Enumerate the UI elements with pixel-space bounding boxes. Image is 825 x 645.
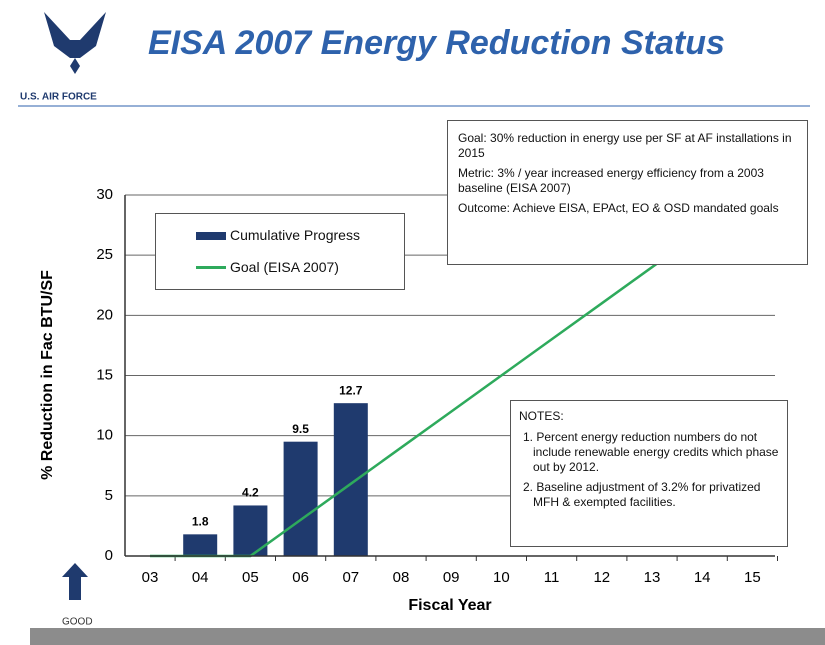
x-tick-label: 06 [292,569,309,586]
legend-label: Cumulative Progress [230,227,360,243]
goal-text: Metric: 3% / year increased energy effic… [458,166,764,195]
legend-label: Goal (EISA 2007) [230,259,339,275]
bar [333,403,368,556]
y-tick-label: 5 [105,487,113,504]
goal-text: Goal: 30% reduction in energy use per SF… [458,131,792,160]
legend-entry: Cumulative Progress [196,228,360,243]
bar [283,441,318,556]
bar-value-label: 1.8 [192,515,209,529]
legend: Cumulative Progress Goal (EISA 2007) [155,213,405,290]
y-tick-label: 25 [96,246,113,263]
bar [183,534,218,556]
goal-box: Goal: 30% reduction in energy use per SF… [447,120,808,265]
x-tick-label: 11 [544,569,560,586]
legend-entry: Goal (EISA 2007) [196,260,339,275]
x-axis-label: Fiscal Year [408,597,491,614]
y-tick-label: 20 [96,306,113,323]
bar-value-label: 4.2 [242,486,259,500]
legend-swatch [196,231,226,240]
note-item: 1. Percent energy reduction numbers do n… [523,430,779,474]
slide-title: EISA 2007 Energy Reduction Status [148,24,725,62]
y-axis-label: % Reduction in Fac BTU/SF [39,270,56,480]
x-tick-label: 12 [593,569,610,586]
note-item: 2. Baseline adjustment of 3.2% for priva… [523,480,761,509]
good-label: GOOD [62,617,93,628]
y-tick-label: 15 [96,366,113,383]
x-tick-label: 03 [142,569,159,586]
goal-text: Outcome: Achieve EISA, EPAct, EO & OSD m… [458,201,779,215]
x-tick-label: 15 [744,569,761,586]
notes-box: NOTES: 1. Percent energy reduction number… [510,400,788,547]
x-tick-label: 08 [393,569,410,586]
notes-title: NOTES: [519,409,564,423]
x-tick-label: 07 [342,569,359,586]
x-tick-label: 04 [192,569,209,586]
organization: U.S. AIR FORCE [20,92,97,103]
good-arrow [62,563,88,600]
x-tick-label: 14 [694,569,711,586]
bar-value-label: 12.7 [339,383,363,397]
x-tick-label: 05 [242,569,259,586]
x-tick-label: 13 [644,569,661,586]
y-tick-label: 0 [105,547,113,564]
y-tick-label: 30 [96,186,113,203]
y-tick-label: 10 [96,427,113,444]
bar-value-label: 9.5 [292,422,309,436]
logo [44,12,106,74]
x-tick-label: 10 [493,569,510,586]
footer-bar [30,628,825,645]
legend-swatch [196,266,226,269]
x-tick-label: 09 [443,569,460,586]
